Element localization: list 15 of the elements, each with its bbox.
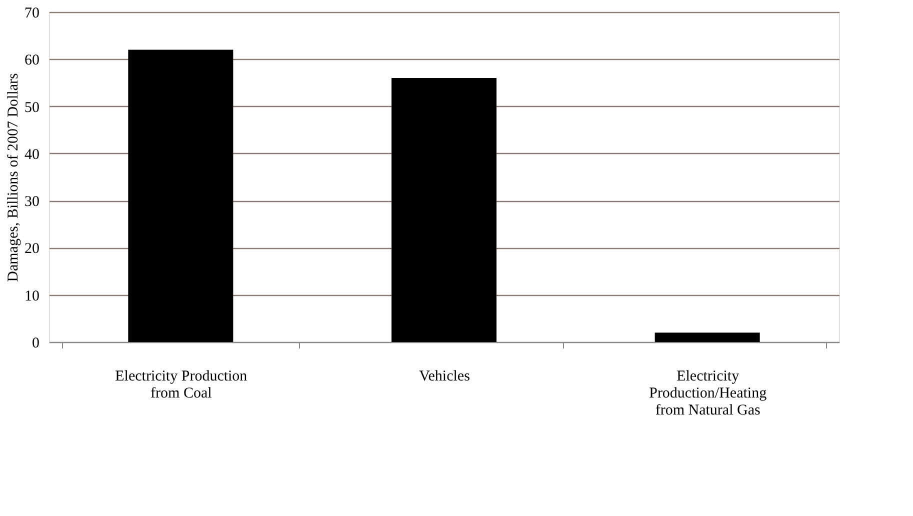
y-tick-label: 40 — [24, 146, 40, 163]
bar — [392, 78, 496, 342]
y-tick-label: 20 — [24, 241, 40, 258]
x-tick-label: Electricity Production/Heating from Natural Gas — [649, 368, 768, 418]
bar — [128, 50, 234, 342]
y-tick-label: 10 — [24, 288, 40, 304]
y-tick-label: 0 — [32, 336, 40, 352]
y-tick-label: 60 — [24, 52, 40, 69]
y-axis-title: Damages, Billions of 2007 Dollars — [6, 72, 22, 282]
x-tick-label: Electricity Production from Coal — [115, 368, 248, 402]
y-tick-label: 30 — [24, 194, 40, 210]
bar — [654, 332, 760, 342]
y-tick-label: 70 — [24, 6, 40, 22]
y-tick-label: 50 — [24, 100, 40, 116]
x-tick-label: Vehicles — [419, 368, 470, 384]
